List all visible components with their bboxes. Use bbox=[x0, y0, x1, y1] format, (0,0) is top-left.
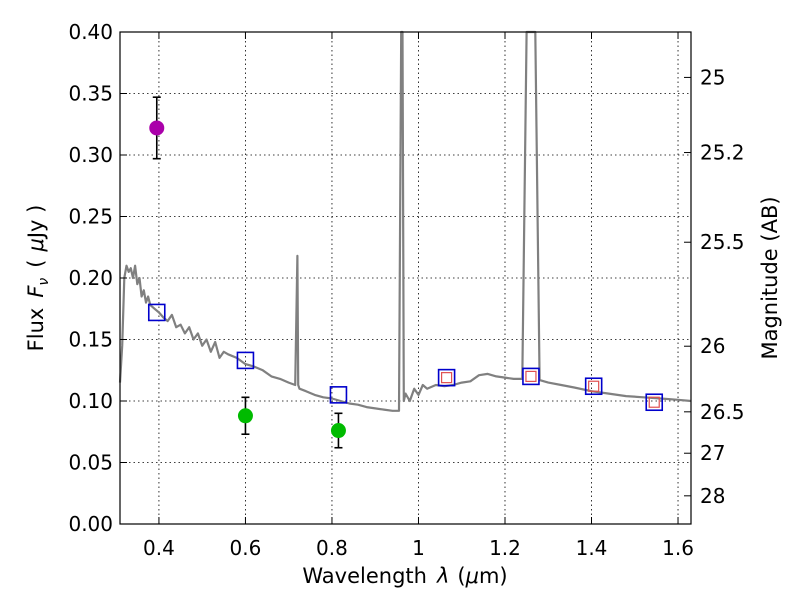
y-tick-label: 0.20 bbox=[68, 266, 113, 290]
y-axis-title: FluxFν(μJy ) bbox=[24, 205, 52, 352]
y-tick-label: 0.35 bbox=[68, 82, 113, 106]
model-photometry-square bbox=[645, 393, 664, 412]
nir-small-square bbox=[648, 396, 660, 408]
grid-lines bbox=[120, 32, 691, 524]
y2-tick-labels: 25 25.2 25.5 26 26.5 27 28 bbox=[700, 65, 745, 507]
nir-small-square bbox=[525, 370, 537, 382]
model-photometry-square bbox=[437, 368, 456, 387]
y-tick-label: 0.05 bbox=[68, 451, 113, 475]
y-tick-label: 0.00 bbox=[68, 512, 113, 536]
x-tick-labels: 0.4 0.6 0.8 1 1.2 1.4 1.6 bbox=[143, 536, 694, 560]
y2-tick-label: 25.2 bbox=[700, 141, 745, 165]
y2-tick-label: 26 bbox=[700, 334, 725, 358]
model-spectrum-line bbox=[118, 30, 692, 412]
x-axis-title: Wavelength λ (μm) bbox=[302, 564, 507, 588]
x-tick-label: 1.2 bbox=[489, 536, 521, 560]
x-tick-label: 1.4 bbox=[576, 536, 608, 560]
y2-tick-label: 25 bbox=[700, 65, 725, 89]
model-photometry-square bbox=[329, 386, 348, 404]
y2-axis-title: Magnitude (AB) bbox=[758, 196, 782, 359]
y-tick-label: 0.40 bbox=[68, 20, 113, 44]
y-tick-label: 0.30 bbox=[68, 143, 113, 167]
x-tick-label: 0.4 bbox=[143, 536, 175, 560]
series-layer bbox=[118, 30, 692, 449]
model-photometry-square bbox=[584, 377, 603, 396]
green-detections-point bbox=[330, 423, 346, 439]
magenta-detection-point bbox=[149, 120, 165, 136]
x-tick-label: 1 bbox=[412, 536, 425, 560]
model-photometry-square bbox=[236, 351, 255, 370]
x-tick-label: 0.8 bbox=[316, 536, 348, 560]
y-tick-label: 0.25 bbox=[68, 205, 113, 229]
x-tick-label: 1.6 bbox=[662, 536, 694, 560]
nir-small-square bbox=[588, 380, 600, 392]
y2-tick-label: 25.5 bbox=[700, 230, 745, 254]
model-photometry-square bbox=[522, 367, 540, 386]
y2-tick-label: 28 bbox=[700, 484, 725, 508]
x-tick-label: 0.6 bbox=[230, 536, 262, 560]
y2-tick-label: 27 bbox=[700, 441, 725, 465]
nir-small-square bbox=[440, 372, 453, 384]
y-tick-labels: 0.00 0.05 0.10 0.15 0.20 0.25 0.30 0.35 0.40 bbox=[68, 20, 113, 536]
green-detections-point bbox=[237, 408, 253, 424]
plot-frame bbox=[119, 31, 692, 525]
y2-tick-label: 26.5 bbox=[700, 400, 745, 424]
y-tick-label: 0.10 bbox=[68, 389, 113, 413]
tick-marks bbox=[120, 31, 691, 525]
model-photometry-square bbox=[147, 303, 166, 322]
y-tick-label: 0.15 bbox=[68, 328, 113, 352]
